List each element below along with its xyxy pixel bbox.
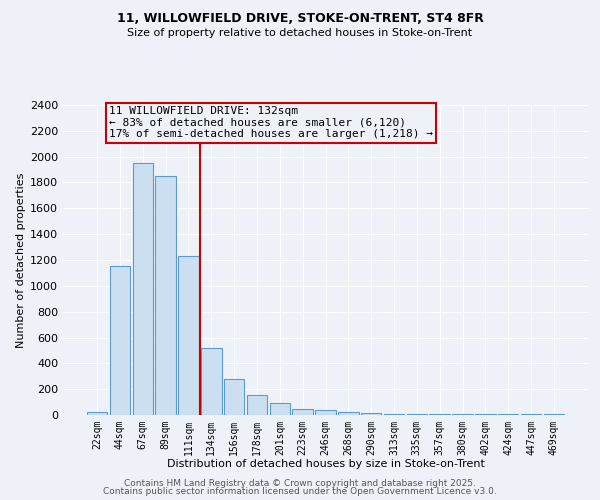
Bar bbox=[452, 414, 473, 415]
Bar bbox=[361, 413, 382, 415]
Bar bbox=[338, 412, 359, 415]
Text: 11 WILLOWFIELD DRIVE: 132sqm
← 83% of detached houses are smaller (6,120)
17% of: 11 WILLOWFIELD DRIVE: 132sqm ← 83% of de… bbox=[109, 106, 433, 140]
Text: Contains public sector information licensed under the Open Government Licence v3: Contains public sector information licen… bbox=[103, 487, 497, 496]
Text: Contains HM Land Registry data © Crown copyright and database right 2025.: Contains HM Land Registry data © Crown c… bbox=[124, 478, 476, 488]
X-axis label: Distribution of detached houses by size in Stoke-on-Trent: Distribution of detached houses by size … bbox=[167, 460, 484, 469]
Bar bbox=[133, 163, 153, 415]
Bar bbox=[201, 348, 221, 415]
Bar bbox=[498, 414, 518, 415]
Text: 11, WILLOWFIELD DRIVE, STOKE-ON-TRENT, ST4 8FR: 11, WILLOWFIELD DRIVE, STOKE-ON-TRENT, S… bbox=[116, 12, 484, 26]
Bar bbox=[475, 414, 496, 415]
Bar bbox=[292, 409, 313, 415]
Bar bbox=[521, 414, 541, 415]
Bar bbox=[315, 410, 336, 415]
Bar bbox=[269, 404, 290, 415]
Bar bbox=[224, 379, 244, 415]
Bar bbox=[430, 414, 450, 415]
Bar bbox=[178, 256, 199, 415]
Bar bbox=[544, 414, 564, 415]
Text: Size of property relative to detached houses in Stoke-on-Trent: Size of property relative to detached ho… bbox=[127, 28, 473, 38]
Y-axis label: Number of detached properties: Number of detached properties bbox=[16, 172, 26, 348]
Bar bbox=[247, 395, 267, 415]
Bar bbox=[407, 414, 427, 415]
Bar bbox=[384, 414, 404, 415]
Bar bbox=[155, 176, 176, 415]
Bar bbox=[110, 266, 130, 415]
Bar bbox=[87, 412, 107, 415]
